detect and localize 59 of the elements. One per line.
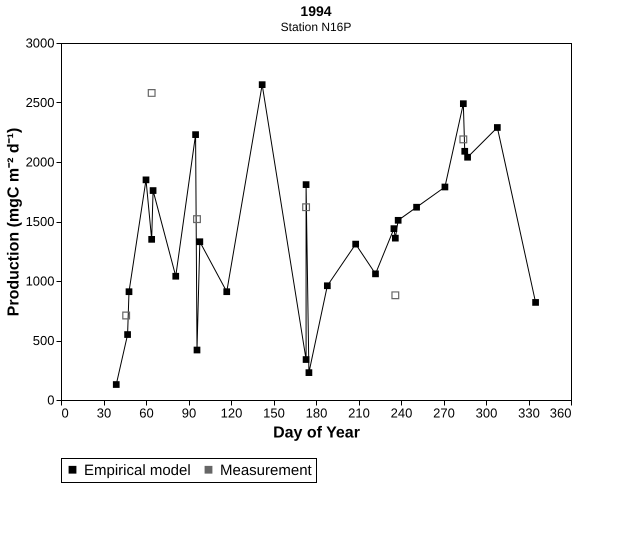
x-tick-label: 120 <box>220 406 242 420</box>
point <box>442 184 448 190</box>
point <box>142 176 150 184</box>
y-axis-title: Production (mgC m⁻² d⁻¹) <box>6 128 23 316</box>
point <box>258 81 266 88</box>
point <box>194 346 200 354</box>
x-tick-label: 90 <box>182 406 196 420</box>
x-tick-label: 240 <box>390 406 412 420</box>
chart-title: 1994 <box>300 3 332 19</box>
y-tick-label: 0 <box>47 392 54 408</box>
point <box>148 236 156 243</box>
x-tick-label: 30 <box>96 406 112 420</box>
point <box>306 369 312 376</box>
point <box>494 124 501 131</box>
x-tick-label: 180 <box>306 406 328 420</box>
point <box>112 381 120 388</box>
y-tick-label: 2000 <box>26 154 54 170</box>
x-tick-label: 210 <box>348 406 370 420</box>
point <box>460 100 467 108</box>
x-tick-label: 0 <box>62 406 69 420</box>
point <box>459 135 468 144</box>
x-tick-label: 300 <box>476 406 498 420</box>
point <box>172 272 180 280</box>
x-axis-title: Day of Year <box>273 424 360 442</box>
point <box>391 291 400 300</box>
point <box>124 331 131 338</box>
point <box>352 240 360 248</box>
point <box>126 288 132 296</box>
y-tick-label: 1000 <box>26 274 54 288</box>
y-tick-label: 2500 <box>26 95 54 110</box>
point <box>150 187 156 194</box>
x-tick-label: 360 <box>550 406 572 420</box>
y-tick-label: 500 <box>32 333 54 348</box>
x-tick-label: 60 <box>139 406 154 420</box>
legend-label: Empirical model <box>84 462 191 479</box>
point <box>532 299 539 306</box>
point <box>392 234 399 242</box>
x-tick-label: 270 <box>433 406 455 420</box>
point <box>394 216 402 224</box>
point <box>302 181 310 188</box>
point <box>192 131 199 138</box>
point <box>390 225 398 232</box>
point <box>464 154 471 161</box>
point <box>148 89 156 97</box>
point <box>223 288 230 296</box>
point <box>413 204 420 211</box>
point <box>122 312 130 320</box>
point <box>324 282 331 290</box>
x-tick-label: 150 <box>263 406 285 420</box>
y-tick-label: 3000 <box>26 36 54 50</box>
point <box>302 356 310 363</box>
point <box>302 203 310 212</box>
point <box>196 238 204 246</box>
x-tick-label: 330 <box>518 406 540 420</box>
point <box>372 270 379 278</box>
legend-label: Measurement <box>220 462 313 479</box>
point <box>193 215 201 224</box>
y-tick-label: 1500 <box>26 214 54 229</box>
chart-subtitle: Station N16P <box>280 20 352 34</box>
